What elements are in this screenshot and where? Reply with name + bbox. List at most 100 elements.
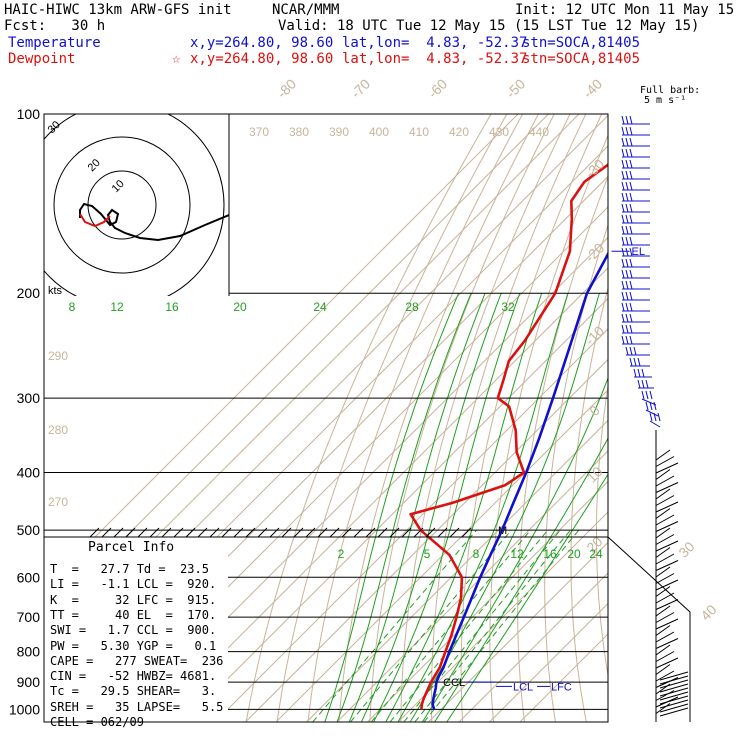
wind-barb-flag: [625, 159, 629, 169]
mixing-ratio-label: 5: [424, 547, 431, 561]
background-lines: [44, 114, 740, 722]
hatch-mark: [317, 527, 328, 538]
wind-barb-flag: [621, 313, 625, 323]
isotherm-label: -30: [582, 156, 608, 182]
wind-barb-flag: [649, 401, 653, 411]
wind-barb: [655, 631, 675, 643]
dewpoint-profile: [409, 163, 608, 710]
wind-barb: [655, 527, 671, 539]
hatch-mark: [461, 527, 472, 538]
pressure-tick-label: 300: [17, 390, 41, 406]
wind-barb-flag: [625, 291, 629, 301]
hodograph-background: [44, 114, 229, 296]
theta-label: 420: [449, 125, 469, 139]
wind-barb-flag: [629, 335, 633, 345]
wind-barb-flag: [629, 236, 633, 246]
wind-barbs: [621, 115, 689, 722]
hatch-mark: [305, 527, 316, 538]
dry-adiabat-line: [714, 114, 740, 722]
wind-barb-flag: [625, 115, 629, 125]
wind-barb-flag: [621, 236, 625, 246]
hatch-mark: [425, 527, 436, 538]
wind-barb: [655, 508, 671, 519]
moist-adiabat-label: 32: [501, 300, 515, 314]
wind-barb-flag: [629, 203, 633, 213]
hatch-mark: [113, 527, 124, 538]
pressure-tick-label: 900: [17, 674, 41, 690]
moist-adiabat-label: 12: [110, 300, 124, 314]
mixing-ratio-line: [312, 529, 477, 722]
wind-barb: [655, 599, 679, 610]
moist-adiabat-line: [397, 293, 569, 722]
lcl-label: LCL: [513, 681, 533, 693]
mixing-ratio-line: [389, 529, 549, 722]
dry-adiabat-line: [736, 114, 740, 722]
hatch-mark: [329, 527, 340, 538]
wind-barb-flag: [629, 247, 633, 257]
wind-barb-flag: [625, 148, 629, 158]
star-icon: ☆: [172, 51, 181, 67]
wind-barb: [655, 638, 679, 649]
moist-adiabat-line: [373, 293, 521, 722]
wind-barb: [655, 703, 671, 714]
wind-barb-flag: [629, 170, 633, 180]
dry-adiabat-line: [276, 114, 508, 722]
wind-barb: [655, 495, 675, 506]
wind-barb: [655, 612, 675, 623]
pressure-tick-label: 100: [17, 106, 41, 122]
wind-barb: [655, 547, 671, 558]
moist-adiabat-label: 28: [405, 300, 419, 314]
wind-barb-flag: [621, 148, 625, 158]
wind-barb-flag: [621, 126, 625, 136]
wind-barb-flag: [621, 181, 625, 191]
wind-barb: [655, 573, 675, 584]
parcel-info-row: CAPE = 277 SWEAT= 236: [50, 653, 224, 668]
wind-barb-flag: [625, 258, 629, 268]
wind-barb-flag: [621, 192, 625, 202]
wind-barb: [655, 501, 679, 513]
wind-barb-flag: [629, 346, 633, 356]
wind-barb-low: [659, 675, 689, 685]
wind-barb-flag: [629, 280, 633, 290]
moist-adiabat-line: [336, 293, 472, 722]
hatch-mark: [281, 527, 292, 538]
wind-barb-flag: [625, 137, 629, 147]
isotherm-line: [458, 572, 608, 722]
wind-barb-flag: [629, 225, 633, 235]
wind-barb-flag: [629, 148, 633, 158]
isotherm-label: -80: [274, 76, 300, 102]
wind-barb-flag: [645, 390, 649, 400]
wind-barb-flag: [649, 390, 653, 400]
isotherm-line: [489, 602, 608, 722]
mixing-ratio-label: 12: [510, 547, 524, 561]
wind-barb: [655, 644, 671, 656]
wind-barb: [655, 482, 679, 493]
wind-barb-flag: [645, 379, 649, 389]
wind-barb: [655, 651, 675, 662]
pressure-tick-label: 200: [17, 285, 41, 301]
wind-barb-flag: [637, 368, 641, 378]
temperature-profile: [431, 251, 608, 710]
el-label: EL: [632, 246, 645, 258]
wind-barb-flag: [621, 115, 625, 125]
hatch-mark: [377, 527, 388, 538]
profiles: [409, 163, 608, 710]
wind-barb: [655, 690, 675, 701]
hodograph-plot: [44, 114, 229, 296]
wind-barb-flag: [621, 225, 625, 235]
mixing-ratio-line: [350, 529, 512, 722]
isotherm-line: [428, 541, 608, 722]
barb-legend-line1: Full barb:: [640, 85, 701, 96]
dry-adiabat-line: [692, 114, 740, 722]
wind-barb-low: [659, 703, 689, 713]
hatch-mark: [89, 527, 100, 538]
mixing-ratio-label: 20: [567, 547, 581, 561]
theta-label: 380: [289, 125, 309, 139]
wind-barb: [655, 670, 675, 682]
wind-barb-flag: [621, 324, 625, 334]
wind-barb: [655, 462, 679, 474]
wind-barb-flag: [625, 324, 629, 334]
isotherm-line: [214, 328, 608, 722]
wind-barb: [655, 618, 679, 630]
wind-barb-flag: [629, 324, 633, 334]
